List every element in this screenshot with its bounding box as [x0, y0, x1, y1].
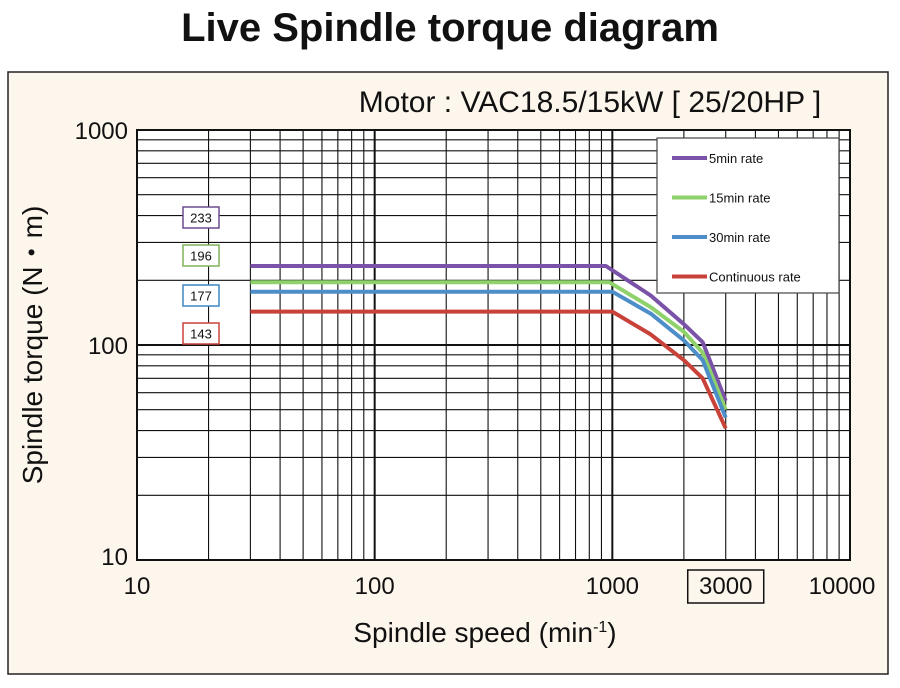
x-tick-highlight-box	[686, 569, 765, 604]
series-group	[250, 264, 728, 430]
y-tick-labels: 1000 100 10	[75, 118, 128, 571]
x-tick-label: 100	[355, 573, 395, 600]
series-line	[250, 289, 728, 419]
x-axis-label: Spindle speed (min-1)	[353, 617, 616, 648]
x-tick-labels: 10 100 1000 3000 10000	[124, 569, 876, 604]
value-label-box	[182, 322, 220, 345]
x-tick-label: 10000	[809, 573, 876, 600]
value-label-box	[182, 206, 220, 229]
value-label: 177	[190, 289, 212, 304]
x-axis-label-sup: -1	[593, 619, 607, 636]
chart-title: Live Spindle torque diagram	[181, 6, 719, 50]
x-axis-label-text: Spindle speed (min	[353, 617, 593, 648]
value-label: 143	[190, 327, 212, 342]
value-label-box	[182, 244, 220, 267]
value-label: 233	[190, 211, 212, 226]
value-label-box	[182, 284, 220, 307]
x-tick-label: 10	[124, 573, 151, 600]
y-tick-label: 1000	[75, 118, 128, 145]
series-line	[250, 280, 728, 411]
legend-label: 5min rate	[709, 151, 763, 166]
legend-label: 15min rate	[709, 191, 770, 206]
x-axis-label-end: )	[607, 617, 616, 648]
value-labels: 233 196 177 143	[182, 206, 220, 345]
value-label: 196	[190, 249, 212, 264]
legend: 5min rate 15min rate 30min rate Continuous …	[656, 137, 840, 294]
legend-label: 30min rate	[709, 230, 770, 245]
series-line	[250, 264, 728, 402]
y-tick-label: 100	[88, 333, 128, 360]
x-tick-label: 1000	[586, 573, 639, 600]
y-tick-label: 10	[101, 544, 128, 571]
legend-label: Continuous rate	[709, 270, 801, 285]
y-axis-label: Spindle torque (N・m)	[17, 206, 48, 485]
series-line	[250, 309, 728, 430]
x-tick-label: 3000	[699, 573, 752, 600]
legend-box	[656, 137, 840, 294]
plot-border	[136, 129, 851, 561]
grid	[136, 129, 851, 561]
chart-subtitle: Motor : VAC18.5/15kW [ 25/20HP ]	[359, 86, 821, 119]
